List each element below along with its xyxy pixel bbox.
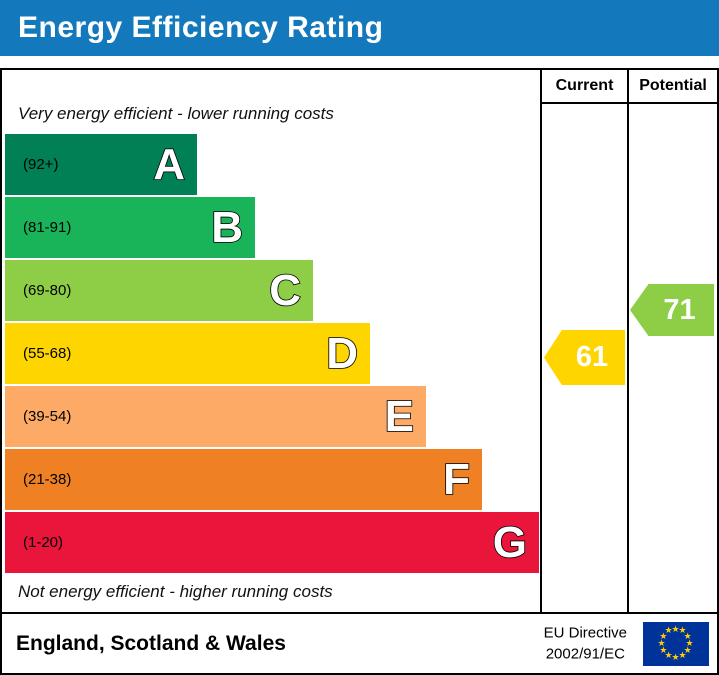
- band-range-label: (21-38): [23, 471, 72, 488]
- eu-flag-star: ★: [671, 623, 680, 634]
- band-letter: A: [152, 139, 185, 189]
- eu-flag-star: ★: [678, 625, 687, 636]
- band-row: (81-91) B: [5, 197, 540, 258]
- top-note: Very energy efficient - lower running co…: [18, 104, 334, 123]
- band-range-label: (81-91): [23, 219, 72, 236]
- potential-column: 71: [629, 104, 717, 612]
- band-row: (39-54) E: [5, 386, 540, 447]
- rating-bands: (92+) A (81-91) B (69-80) C (55-68) D (3…: [5, 134, 540, 575]
- potential-column-header: Potential: [629, 70, 717, 104]
- band-letter: C: [268, 265, 301, 315]
- chart-area: Very energy efficient - lower running co…: [2, 70, 540, 612]
- footer-row: England, Scotland & Wales EU Directive 2…: [2, 612, 717, 673]
- eu-directive-line2: 2002/91/EC: [545, 645, 625, 663]
- band-bar: (1-20) G: [5, 512, 539, 573]
- page-title: Energy Efficiency Rating: [18, 11, 384, 44]
- potential-rating-value: 71: [663, 293, 696, 326]
- eu-flag-icon: ★ ★ ★ ★ ★ ★ ★ ★ ★ ★ ★ ★: [643, 622, 709, 666]
- title-bar: Energy Efficiency Rating: [0, 0, 719, 56]
- bottom-note: Not energy efficient - higher running co…: [18, 582, 333, 601]
- current-rating-value: 61: [575, 341, 609, 373]
- eu-flag-star: ★: [671, 651, 680, 662]
- eu-flag-star: ★: [683, 644, 692, 655]
- eu-flag-star: ★: [659, 630, 668, 641]
- current-column-header: Current: [540, 70, 629, 104]
- eu-flag-star: ★: [664, 625, 673, 636]
- band-letter: E: [384, 391, 415, 441]
- current-rating-arrow: 61: [544, 330, 625, 385]
- band-row: (92+) A: [5, 134, 540, 195]
- band-range-label: (55-68): [23, 345, 72, 362]
- current-column: 61: [540, 104, 629, 612]
- band-letter: D: [325, 328, 358, 378]
- eu-directive-line1: EU Directive: [543, 623, 627, 641]
- rating-table: Very energy efficient - lower running co…: [0, 68, 719, 675]
- band-bar: (92+) A: [5, 134, 197, 195]
- band-bar: (69-80) C: [5, 260, 313, 321]
- band-range-label: (69-80): [23, 282, 72, 299]
- band-row: (1-20) G: [5, 512, 540, 573]
- band-letter: B: [210, 202, 243, 252]
- band-bar: (21-38) F: [5, 449, 482, 510]
- region-label: England, Scotland & Wales: [16, 631, 286, 655]
- band-row: (21-38) F: [5, 449, 540, 510]
- band-bar: (81-91) B: [5, 197, 255, 258]
- eu-directive-label: EU Directive 2002/91/EC: [544, 622, 627, 666]
- band-bar: (39-54) E: [5, 386, 426, 447]
- eu-flag-star: ★: [664, 649, 673, 660]
- eu-flag-star: ★: [659, 644, 668, 655]
- band-row: (69-80) C: [5, 260, 540, 321]
- band-letter: F: [442, 454, 470, 504]
- band-bar: (55-68) D: [5, 323, 370, 384]
- band-range-label: (92+): [23, 156, 59, 173]
- eu-flag-star: ★: [685, 637, 694, 648]
- band-range-label: (1-20): [23, 534, 64, 551]
- band-row: (55-68) D: [5, 323, 540, 384]
- band-range-label: (39-54): [23, 408, 72, 425]
- eu-flag-star: ★: [683, 630, 692, 641]
- eu-flag-star: ★: [678, 649, 687, 660]
- eu-flag-star: ★: [657, 637, 666, 648]
- band-letter: G: [492, 517, 528, 567]
- potential-rating-arrow: 71: [630, 284, 714, 336]
